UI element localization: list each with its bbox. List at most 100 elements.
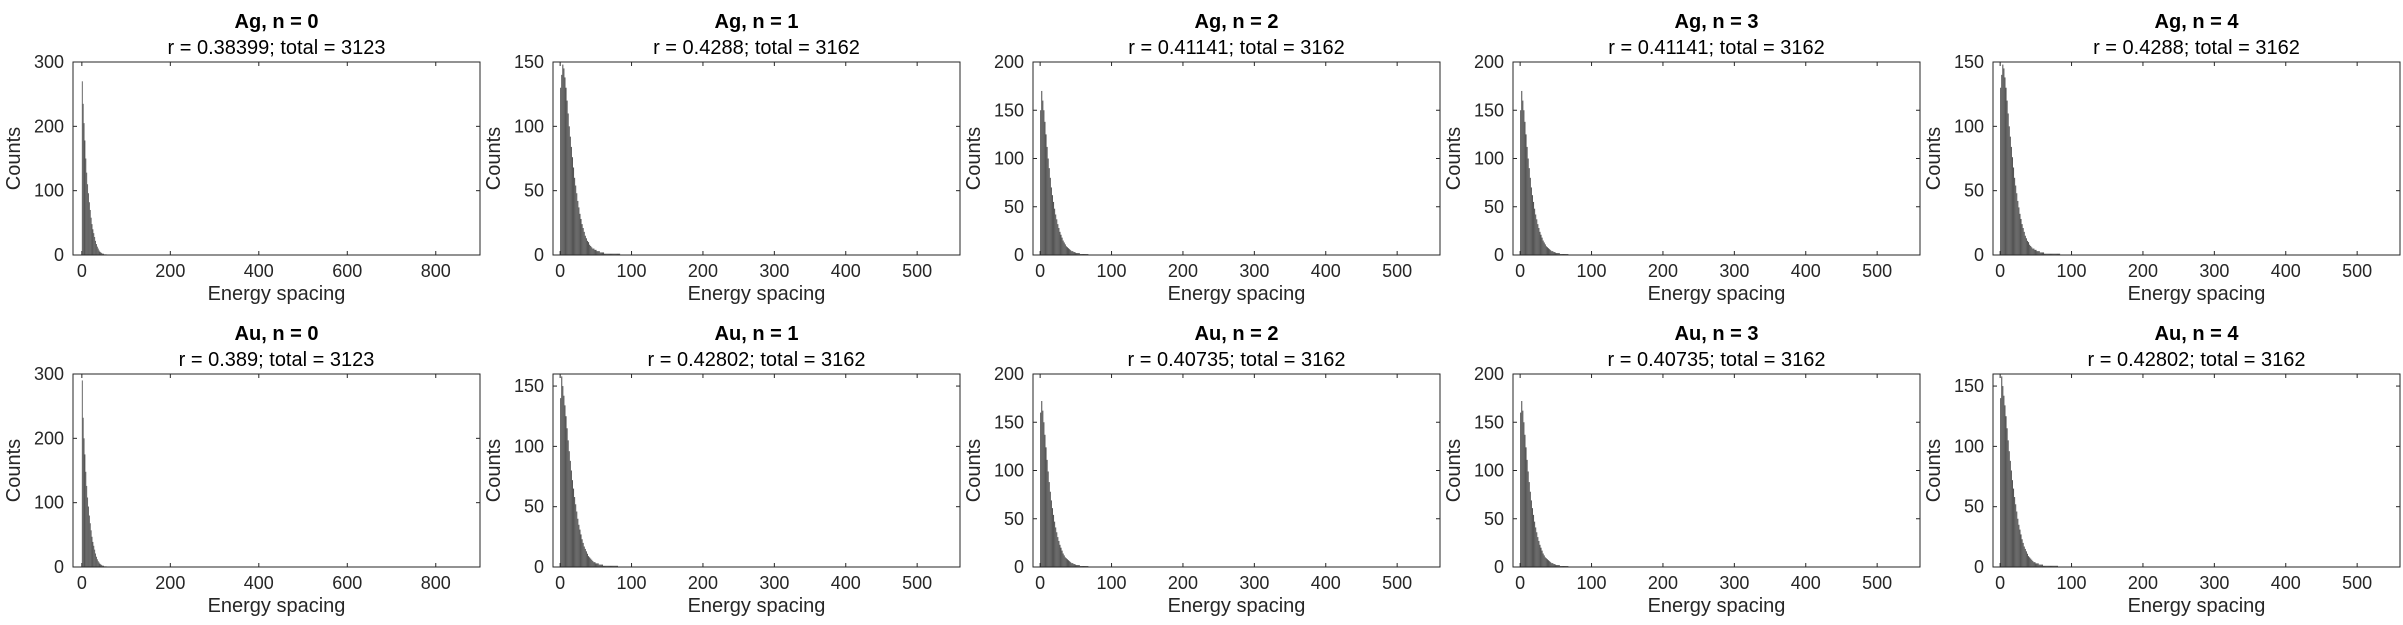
histogram-bar — [585, 551, 587, 567]
y-tick-label: 200 — [1474, 52, 1504, 72]
histogram-bar — [1532, 201, 1535, 255]
panel-title: Au, n = 3 — [1675, 323, 1759, 345]
histogram-bar — [1071, 251, 1073, 255]
panel-title: Ag, n = 1 — [715, 11, 799, 33]
histogram-bar — [600, 252, 602, 255]
histogram-bar — [593, 248, 595, 255]
histogram-bar — [1521, 90, 1523, 255]
x-tick-label: 800 — [421, 261, 451, 281]
histogram-bar — [2018, 524, 2020, 567]
histogram-bar — [2008, 126, 2010, 255]
histogram-bar — [1050, 500, 1052, 567]
histogram-bar — [1547, 248, 1550, 255]
histogram-bar — [1522, 100, 1524, 255]
histogram-bar — [571, 157, 573, 255]
histogram-bar — [1074, 252, 1076, 255]
histogram-bar — [97, 561, 99, 567]
histogram-bar — [2026, 240, 2028, 255]
histogram-bar — [2031, 247, 2033, 255]
histogram-bar — [1539, 544, 1541, 567]
histogram-bar — [2030, 245, 2032, 255]
histogram-bar — [2031, 559, 2033, 567]
y-axis-label: Counts — [1443, 127, 1465, 190]
x-tick-label: 500 — [2342, 261, 2372, 281]
histogram-bar — [2030, 558, 2032, 567]
histogram-panel: 0 100 200 300 400 500 0 50 100 150 Ag, n = 1 r = 0.… — [483, 11, 961, 305]
y-tick-label: 200 — [34, 428, 64, 448]
x-tick-label: 400 — [1311, 573, 1341, 593]
histogram-bar — [1072, 563, 1074, 567]
histogram-bar — [601, 252, 603, 255]
histogram-bar — [2034, 562, 2036, 567]
x-tick-label: 400 — [244, 573, 274, 593]
histogram-bar — [1061, 550, 1063, 567]
histogram-bar — [1545, 246, 1547, 255]
histogram-bar — [2002, 386, 2004, 567]
y-tick-label: 0 — [54, 557, 64, 577]
y-tick-label: 200 — [34, 116, 64, 136]
histogram-bar — [614, 253, 616, 255]
histogram-bar — [1074, 564, 1076, 567]
histogram-bar — [2036, 251, 2038, 255]
histogram-bar — [569, 460, 571, 567]
histogram-bar — [2034, 249, 2036, 255]
histogram-bar — [1041, 90, 1043, 255]
histogram-bar — [1532, 514, 1535, 567]
histogram-bar — [612, 253, 614, 255]
histogram-bar — [1526, 146, 1528, 255]
histogram-panel: 0 100 200 300 400 500 0 50 100 150 Au, n = 1 r = 0.… — [483, 323, 961, 617]
histogram-bar — [572, 488, 575, 567]
histogram-bar — [614, 565, 616, 567]
x-tick-label: 100 — [1097, 573, 1127, 593]
plot-area — [1033, 374, 1440, 567]
histogram-bar — [613, 565, 615, 567]
y-tick-label: 50 — [1484, 509, 1504, 529]
histogram-bar — [85, 158, 87, 255]
histogram-bar — [2055, 565, 2057, 567]
histogram-bar — [2056, 253, 2058, 255]
histogram-bar — [607, 253, 609, 255]
histogram-bar — [2011, 157, 2013, 255]
histogram-bar — [2014, 177, 2016, 255]
histogram-bar — [100, 564, 102, 567]
histogram-bar — [82, 103, 84, 255]
y-axis-label: Counts — [1923, 127, 1945, 190]
histogram-bar — [1538, 227, 1540, 255]
panel-title: Ag, n = 0 — [235, 11, 319, 33]
histogram-bar — [1530, 500, 1532, 567]
histogram-bar — [1072, 251, 1074, 255]
x-tick-label: 300 — [1719, 573, 1749, 593]
histogram-bar — [1077, 253, 1079, 255]
histogram-bar — [91, 224, 93, 255]
histogram-panel: 0 100 200 300 400 500 0 50 100 150 200 Ag, n = 2 r =… — [963, 11, 1441, 305]
histogram-bar — [88, 202, 90, 255]
histogram-bar — [1520, 110, 1522, 255]
histogram-bar — [1047, 471, 1049, 567]
histogram-bar — [2041, 564, 2043, 567]
x-tick-label: 300 — [1719, 261, 1749, 281]
histogram-bar — [1547, 560, 1550, 567]
histogram-bar — [87, 497, 89, 567]
histogram-bar — [1041, 401, 1043, 567]
histogram-bar — [590, 558, 592, 567]
y-tick-label: 150 — [1954, 376, 1984, 396]
panel-subtitle: r = 0.389; total = 3123 — [179, 349, 375, 371]
x-tick-label: 800 — [421, 573, 451, 593]
histogram-bar — [1045, 447, 1047, 567]
histogram-bar — [96, 559, 98, 567]
histogram-bar — [589, 244, 591, 255]
histogram-bar — [581, 539, 583, 567]
x-tick-label: 400 — [244, 261, 274, 281]
histogram-bar — [602, 252, 605, 255]
panel-title: Au, n = 4 — [2155, 323, 2240, 345]
histogram-bar — [1062, 553, 1064, 567]
histogram-bar — [1048, 168, 1050, 255]
histogram-bar — [2039, 564, 2041, 567]
histogram-bar — [95, 240, 96, 255]
x-tick-label: 0 — [1035, 573, 1045, 593]
x-tick-label: 500 — [1862, 261, 1892, 281]
histogram-bar — [103, 565, 104, 567]
histogram-bar — [2027, 556, 2030, 567]
histogram-bar — [2047, 253, 2049, 255]
y-tick-label: 100 — [514, 436, 544, 456]
